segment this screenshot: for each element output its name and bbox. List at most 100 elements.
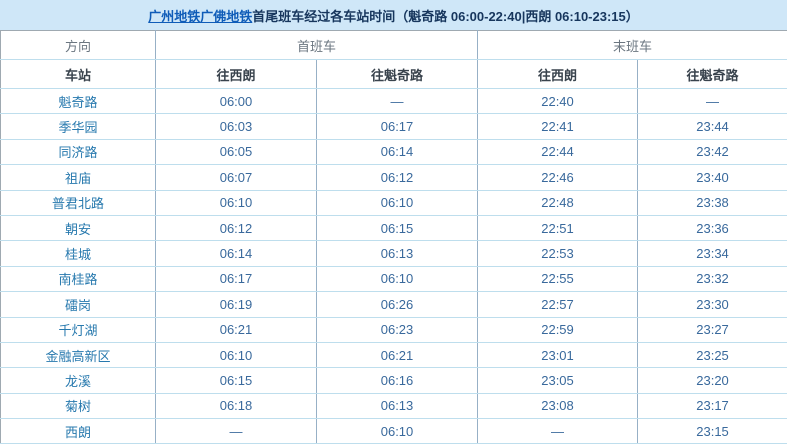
station-name: 南桂路 — [0, 266, 156, 293]
first-train-to-kuiqilu: 06:10 — [316, 418, 479, 444]
table-row: 菊树 06:18 06:13 23:08 23:17 — [0, 393, 787, 420]
first-train-to-xilang: 06:15 — [155, 367, 317, 394]
station-name: 金融高新区 — [0, 342, 156, 369]
first-train-to-xilang: 06:05 — [155, 139, 317, 166]
header-station: 车站 — [0, 59, 156, 89]
first-train-to-xilang: — — [155, 418, 317, 444]
last-train-to-xilang: 22:59 — [477, 317, 639, 343]
table-row: 祖庙 06:07 06:12 22:46 23:40 — [0, 164, 787, 191]
first-train-to-kuiqilu: 06:12 — [316, 164, 479, 191]
last-train-to-kuiqilu: 23:38 — [637, 190, 787, 216]
table-row: 季华园 06:03 06:17 22:41 23:44 — [0, 113, 787, 140]
first-train-to-xilang: 06:19 — [155, 291, 317, 318]
first-train-to-kuiqilu: 06:21 — [316, 342, 479, 369]
station-name: 菊树 — [0, 393, 156, 420]
first-train-to-xilang: 06:21 — [155, 317, 317, 343]
table-row: 同济路 06:05 06:14 22:44 23:42 — [0, 139, 787, 166]
station-name: 魁奇路 — [0, 88, 156, 115]
last-train-to-xilang: 23:01 — [477, 342, 639, 369]
first-train-to-xilang: 06:12 — [155, 215, 317, 242]
timetable: 方向 首班车 末班车 车站 往西朗 往魁奇路 往西朗 往魁奇路 魁奇路 06:00… — [0, 30, 787, 444]
first-train-to-kuiqilu: 06:23 — [316, 317, 479, 343]
station-name: 龙溪 — [0, 367, 156, 394]
first-train-to-kuiqilu: 06:16 — [316, 367, 479, 394]
first-train-to-xilang: 06:10 — [155, 342, 317, 369]
last-train-to-kuiqilu: 23:15 — [637, 418, 787, 444]
station-name: 季华园 — [0, 113, 156, 140]
last-train-to-kuiqilu: 23:42 — [637, 139, 787, 166]
header-last-to-kuiqilu: 往魁奇路 — [637, 59, 787, 89]
last-train-to-kuiqilu: 23:40 — [637, 164, 787, 191]
last-train-to-kuiqilu: 23:36 — [637, 215, 787, 242]
last-train-to-xilang: 23:05 — [477, 367, 639, 394]
table-row: 西朗 —06:10—23:15 — [0, 418, 787, 444]
first-train-to-kuiqilu: 06:10 — [316, 190, 479, 216]
last-train-to-xilang: 22:46 — [477, 164, 639, 191]
station-name: 西朗 — [0, 418, 156, 444]
first-train-to-xilang: 06:18 — [155, 393, 317, 420]
table-row: 金融高新区 06:10 06:21 23:01 23:25 — [0, 342, 787, 369]
header-row-groups: 方向 首班车 末班车 — [0, 30, 787, 60]
page-title: 广州地铁广佛地铁 首尾班车经过各车站时间（魁奇路 06:00-22:40|西朗 0… — [0, 0, 787, 30]
first-train-to-xilang: 06:00 — [155, 88, 317, 115]
first-train-to-xilang: 06:14 — [155, 240, 317, 267]
first-train-to-kuiqilu: 06:15 — [316, 215, 479, 242]
last-train-to-kuiqilu: 23:34 — [637, 240, 787, 267]
station-name: 同济路 — [0, 139, 156, 166]
first-train-to-kuiqilu: 06:14 — [316, 139, 479, 166]
first-train-to-xilang: 06:10 — [155, 190, 317, 216]
last-train-to-xilang: 22:53 — [477, 240, 639, 267]
header-first-to-xilang: 往西朗 — [155, 59, 317, 89]
first-train-to-xilang: 06:17 — [155, 266, 317, 293]
last-train-to-kuiqilu: 23:20 — [637, 367, 787, 394]
first-train-to-kuiqilu: — — [316, 88, 479, 115]
table-row: 南桂路 06:17 06:10 22:55 23:32 — [0, 266, 787, 293]
table-row: 普君北路 06:10 06:10 22:48 23:38 — [0, 190, 787, 216]
first-train-to-xilang: 06:03 — [155, 113, 317, 140]
title-text: 首尾班车经过各车站时间（魁奇路 06:00-22:40|西朗 06:10-23:… — [252, 8, 639, 24]
first-train-to-xilang: 06:07 — [155, 164, 317, 191]
last-train-to-xilang: 22:40 — [477, 88, 639, 115]
station-name: 桂城 — [0, 240, 156, 267]
last-train-to-kuiqilu: 23:27 — [637, 317, 787, 343]
first-train-to-kuiqilu: 06:13 — [316, 240, 479, 267]
last-train-to-xilang: 22:55 — [477, 266, 639, 293]
station-name: 普君北路 — [0, 190, 156, 216]
last-train-to-kuiqilu: 23:25 — [637, 342, 787, 369]
last-train-to-xilang: 22:41 — [477, 113, 639, 140]
header-first-train: 首班车 — [155, 30, 479, 60]
header-last-train: 末班车 — [477, 30, 787, 60]
header-last-to-xilang: 往西朗 — [477, 59, 639, 89]
last-train-to-xilang: 22:51 — [477, 215, 639, 242]
first-train-to-kuiqilu: 06:13 — [316, 393, 479, 420]
last-train-to-kuiqilu: 23:30 — [637, 291, 787, 318]
table-row: 千灯湖 06:21 06:23 22:59 23:27 — [0, 317, 787, 343]
timetable-body: 魁奇路 06:00—22:40— 季华园 06:03 06:17 22:41 23:44 同济… — [0, 88, 787, 444]
last-train-to-xilang: 23:08 — [477, 393, 639, 420]
station-name: 千灯湖 — [0, 317, 156, 343]
station-name: 祖庙 — [0, 164, 156, 191]
table-row: 桂城 06:14 06:13 22:53 23:34 — [0, 240, 787, 267]
last-train-to-kuiqilu: 23:17 — [637, 393, 787, 420]
guangfo-metro-link[interactable]: 广州地铁广佛地铁 — [148, 8, 253, 24]
first-train-to-kuiqilu: 06:10 — [316, 266, 479, 293]
last-train-to-kuiqilu: — — [637, 88, 787, 115]
header-first-to-kuiqilu: 往魁奇路 — [316, 59, 479, 89]
last-train-to-xilang: 22:57 — [477, 291, 639, 318]
table-row: 龙溪 06:15 06:16 23:05 23:20 — [0, 367, 787, 394]
station-name: 礌岗 — [0, 291, 156, 318]
first-train-to-kuiqilu: 06:26 — [316, 291, 479, 318]
first-train-to-kuiqilu: 06:17 — [316, 113, 479, 140]
table-row: 魁奇路 06:00—22:40— — [0, 88, 787, 115]
last-train-to-kuiqilu: 23:44 — [637, 113, 787, 140]
last-train-to-xilang: 22:44 — [477, 139, 639, 166]
header-row-columns: 车站 往西朗 往魁奇路 往西朗 往魁奇路 — [0, 59, 787, 89]
last-train-to-xilang: — — [477, 418, 639, 444]
last-train-to-xilang: 22:48 — [477, 190, 639, 216]
header-direction: 方向 — [0, 30, 156, 60]
last-train-to-kuiqilu: 23:32 — [637, 266, 787, 293]
station-name: 朝安 — [0, 215, 156, 242]
table-row: 朝安 06:12 06:15 22:51 23:36 — [0, 215, 787, 242]
table-row: 礌岗 06:19 06:26 22:57 23:30 — [0, 291, 787, 318]
